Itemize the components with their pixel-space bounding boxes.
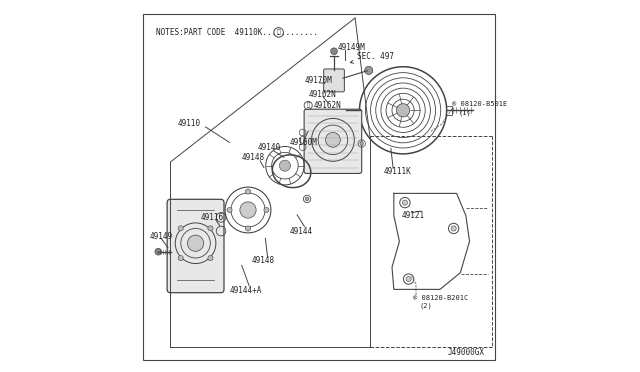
Text: 49111K: 49111K [383,167,412,176]
Text: 49148: 49148 [252,256,275,265]
Text: ® 08120-B501E: ® 08120-B501E [452,101,508,107]
Text: ® 08120-B201C: ® 08120-B201C [413,295,468,301]
Circle shape [178,226,183,231]
Text: 49149: 49149 [149,232,173,241]
Text: 49162N: 49162N [314,101,341,110]
Circle shape [326,132,340,147]
Circle shape [227,208,232,212]
Circle shape [178,256,183,261]
Circle shape [365,66,372,74]
Text: J49000GX: J49000GX [447,348,484,357]
Text: Ⓐ: Ⓐ [307,103,310,108]
Text: (2): (2) [420,303,433,309]
Circle shape [305,197,309,201]
FancyBboxPatch shape [324,69,344,92]
Circle shape [208,256,213,261]
Circle shape [240,202,256,218]
Circle shape [188,235,204,251]
Circle shape [245,226,251,231]
Text: 49149M: 49149M [338,43,365,52]
Text: 49116: 49116 [201,213,224,222]
Text: Ⓐ: Ⓐ [276,30,280,35]
Bar [445,106,452,115]
Text: 49144+A: 49144+A [230,286,262,295]
Circle shape [406,276,411,282]
Circle shape [451,226,456,231]
Text: 49148: 49148 [242,153,265,162]
Text: 49160M: 49160M [290,138,317,147]
Text: 49170M: 49170M [305,76,332,85]
Text: 49110: 49110 [178,119,201,128]
Circle shape [396,104,410,117]
Text: (1): (1) [459,110,472,116]
Circle shape [245,189,251,194]
Circle shape [360,142,364,145]
Text: SEC. 497: SEC. 497 [350,52,394,63]
FancyBboxPatch shape [304,109,362,173]
Circle shape [280,160,291,171]
Circle shape [403,200,408,205]
Text: 49121: 49121 [402,211,425,220]
Circle shape [208,226,213,231]
FancyBboxPatch shape [167,199,224,293]
Text: 49162N: 49162N [308,90,336,99]
Circle shape [155,248,162,255]
Text: 49144: 49144 [290,227,313,235]
Text: 49140: 49140 [258,144,281,153]
Text: NOTES:PART CODE  49110K............: NOTES:PART CODE 49110K............ [156,28,317,37]
Circle shape [264,208,269,212]
Circle shape [331,48,337,55]
